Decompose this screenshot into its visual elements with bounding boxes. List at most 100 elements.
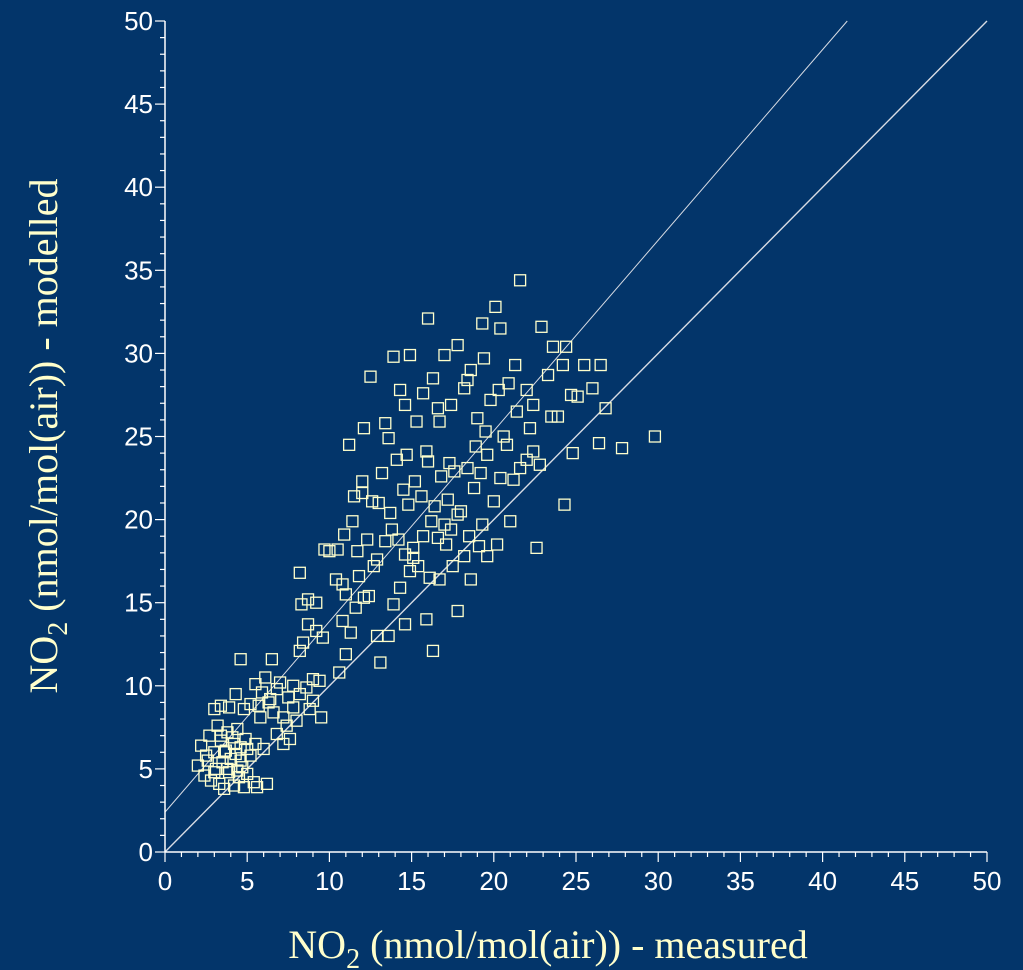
x-tick-label: 30 <box>644 866 673 896</box>
x-tick-labels: 0 5 10 15 20 25 30 35 40 45 50 <box>158 866 1002 896</box>
axes <box>155 20 988 862</box>
data-points <box>191 274 662 795</box>
data-point <box>546 340 560 353</box>
data-point <box>451 338 464 352</box>
data-point <box>497 430 510 443</box>
data-point <box>382 432 395 445</box>
data-point <box>520 383 533 397</box>
data-point <box>458 382 471 395</box>
data-point <box>352 569 366 583</box>
x-tick-label: 10 <box>315 866 344 896</box>
data-point <box>444 523 458 536</box>
data-point <box>439 538 453 551</box>
data-point <box>487 495 500 508</box>
data-point <box>471 412 484 425</box>
data-point <box>421 455 435 468</box>
data-point <box>402 498 415 511</box>
x-tick-label: 45 <box>890 866 919 896</box>
y-tick-label: 40 <box>124 172 153 202</box>
y-tick-label: 10 <box>124 671 153 701</box>
y-tick-labels: 0 5 10 15 20 25 30 35 40 45 50 <box>124 6 153 867</box>
data-point <box>211 719 224 732</box>
data-point <box>336 614 349 628</box>
data-point <box>356 475 369 488</box>
data-point <box>443 456 456 470</box>
data-point <box>222 701 236 714</box>
data-point <box>458 550 471 563</box>
data-point <box>344 626 357 639</box>
data-point <box>599 402 612 415</box>
data-point <box>287 701 300 714</box>
data-point <box>301 593 315 606</box>
x-tick-label: 25 <box>562 866 591 896</box>
data-point <box>551 410 565 423</box>
data-point <box>571 390 584 403</box>
y-tick-label: 30 <box>124 338 153 368</box>
data-point <box>533 458 546 471</box>
data-point <box>349 601 362 614</box>
data-point <box>306 673 320 686</box>
data-point <box>416 530 430 543</box>
reference-line-1 <box>164 20 988 853</box>
data-point <box>502 377 515 390</box>
data-point <box>408 475 422 488</box>
data-point <box>254 711 267 724</box>
data-point <box>315 711 328 724</box>
data-point <box>362 589 376 603</box>
data-point <box>293 644 306 658</box>
data-point <box>476 317 489 330</box>
data-point <box>310 596 323 609</box>
x-tick-label: 15 <box>397 866 426 896</box>
data-point <box>535 320 548 333</box>
data-point <box>231 722 244 736</box>
data-point <box>481 550 494 563</box>
y-tick-label: 50 <box>124 6 153 36</box>
data-point <box>461 373 474 387</box>
data-point <box>372 496 385 510</box>
data-point <box>270 727 283 741</box>
data-point <box>420 445 433 458</box>
data-point <box>586 382 599 395</box>
data-point <box>375 466 389 480</box>
data-point <box>415 490 428 503</box>
data-point <box>338 528 351 541</box>
data-point <box>492 383 505 397</box>
data-point <box>451 604 464 618</box>
data-point <box>541 368 555 382</box>
data-point <box>234 653 247 666</box>
data-point <box>367 559 380 573</box>
data-point <box>476 518 489 531</box>
data-point <box>310 624 323 638</box>
data-point <box>374 656 387 669</box>
data-point <box>351 545 364 558</box>
x-tick-label: 40 <box>808 866 837 896</box>
data-point <box>426 372 440 385</box>
data-point <box>648 430 662 443</box>
data-point <box>259 671 272 684</box>
data-point <box>464 573 477 586</box>
data-point <box>420 613 433 626</box>
data-point <box>342 438 356 451</box>
data-point <box>441 493 454 506</box>
data-point <box>472 540 486 553</box>
data-point <box>504 515 517 528</box>
data-point <box>264 692 277 706</box>
data-point <box>510 405 523 418</box>
data-point <box>277 711 290 724</box>
data-point <box>431 402 445 415</box>
data-point <box>265 653 279 666</box>
data-point <box>461 461 474 475</box>
data-point <box>477 352 491 365</box>
data-point <box>306 694 320 707</box>
data-point <box>484 393 497 407</box>
data-point <box>400 448 413 461</box>
data-point <box>398 548 412 561</box>
data-point <box>208 702 221 716</box>
data-point <box>398 398 412 412</box>
data-point <box>273 676 287 689</box>
data-point <box>250 781 264 794</box>
data-point <box>393 383 407 397</box>
data-point <box>277 737 290 751</box>
data-point <box>527 398 540 412</box>
